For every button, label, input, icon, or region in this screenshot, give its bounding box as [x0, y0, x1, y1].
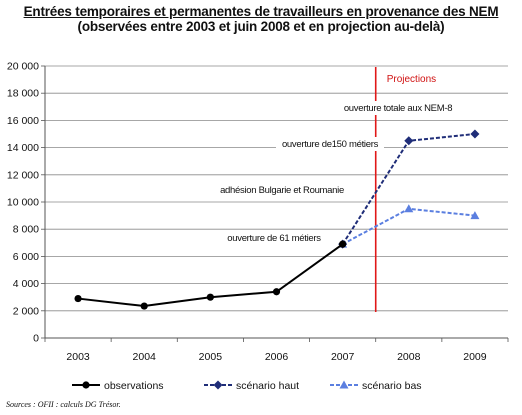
annotation-background	[202, 183, 362, 197]
y-tick-label: 16 000	[7, 115, 39, 127]
x-tick-label: 2009	[463, 351, 487, 363]
y-tick-label: 10 000	[7, 197, 39, 209]
legend-marker-sc-nario-haut	[213, 380, 223, 390]
annotation-background	[330, 101, 466, 115]
annotation-background	[276, 137, 384, 151]
chart-title: Entrées temporaires et permanentes de tr…	[23, 4, 499, 19]
x-tick-label: 2007	[331, 351, 355, 363]
x-tick-label: 2006	[265, 351, 289, 363]
data-point-observations	[74, 294, 82, 303]
x-tick-label: 2005	[199, 351, 223, 363]
data-point-observations	[339, 240, 347, 248]
projection-label: Projections	[387, 74, 436, 85]
y-tick-label: 8 000	[13, 224, 39, 236]
legend-label-sc-nario-bas: scénario bas	[362, 380, 422, 392]
annotations: Projections ouverture totale aux NEM-8 ouv…	[202, 67, 466, 312]
data-point-sc-nario-haut	[470, 129, 480, 139]
x-tick-label: 2003	[66, 351, 90, 363]
legend-marker-sc-nario-bas	[339, 380, 349, 389]
y-tick-label: 2 000	[13, 305, 39, 317]
event-annotation: ouverture de150 métiers	[282, 139, 379, 150]
y-axis-tick-labels: 0 2 000 4 000 6 000 8 000 10 000 12 000 14 000 1…	[7, 61, 39, 345]
legend: observations scénario haut scénario bas	[72, 380, 422, 392]
annotation-background	[220, 231, 328, 245]
legend-marker-observations	[82, 381, 90, 389]
data-point-observations	[140, 302, 148, 310]
x-tick-label: 2004	[133, 351, 157, 363]
y-tick-label: 0	[33, 333, 39, 345]
data-point-observations	[206, 293, 214, 301]
y-tick-label: 12 000	[7, 169, 39, 181]
y-tick-label: 20 000	[7, 61, 39, 73]
x-axis-tick-labels: 2003 2004 2005 2006 2007 2008 2009	[66, 351, 486, 363]
chart-subtitle: (observées entre 2003 et juin 2008 et en…	[77, 19, 445, 34]
data-point-observations	[272, 288, 281, 296]
source-note: Sources : OFII : calculs DG Trésor.	[6, 400, 121, 409]
y-tick-label: 4 000	[13, 278, 39, 290]
data-point-sc-nario-haut	[404, 136, 414, 146]
y-tick-label: 6 000	[13, 251, 39, 263]
chart-title-block: Entrées temporaires et permanentes de tr…	[0, 4, 522, 34]
legend-label-sc-nario-haut: scénario haut	[236, 380, 299, 392]
y-tick-label: 18 000	[7, 88, 39, 100]
event-annotation: adhésion Bulgarie et Roumanie	[220, 185, 344, 196]
x-tick-label: 2008	[397, 351, 421, 363]
series-lines	[74, 129, 480, 310]
event-annotation: ouverture totale aux NEM-8	[344, 103, 452, 114]
data-point-sc-nario-bas	[404, 204, 414, 213]
legend-label-observations: observations	[104, 380, 164, 392]
y-tick-label: 14 000	[7, 142, 39, 154]
event-annotation: ouverture de 61 métiers	[227, 233, 321, 244]
data-point-sc-nario-bas	[470, 211, 480, 220]
axes	[41, 65, 509, 342]
